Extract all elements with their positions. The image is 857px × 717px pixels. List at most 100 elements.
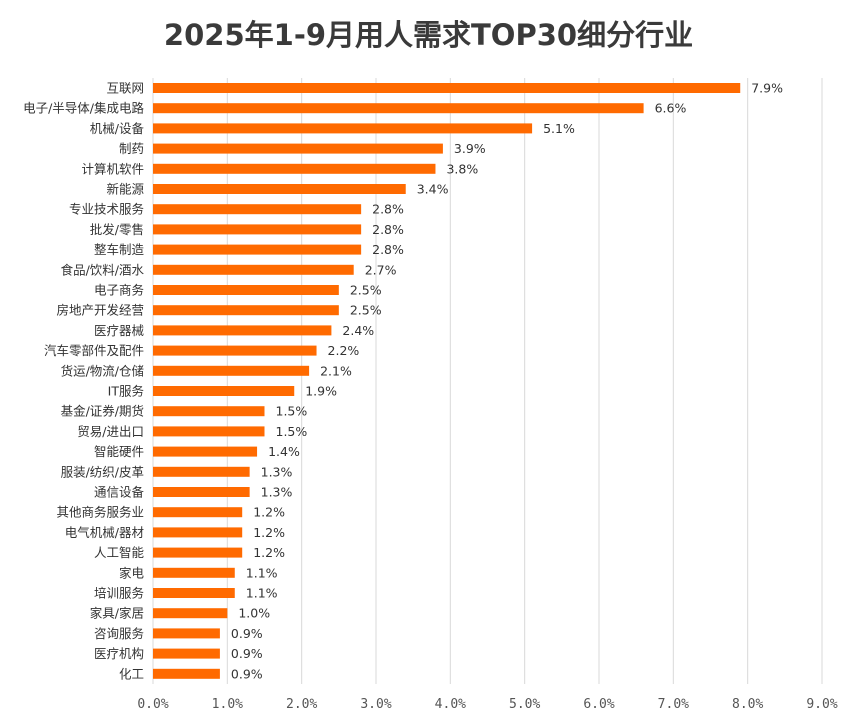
bar	[153, 285, 339, 295]
category-label: IT服务	[108, 384, 144, 399]
bar	[153, 386, 295, 396]
value-label: 2.2%	[328, 343, 360, 358]
bar	[153, 487, 250, 497]
bars	[153, 83, 741, 679]
bar	[153, 668, 220, 679]
x-tick-label: 8.0%	[732, 697, 763, 712]
bar	[153, 588, 235, 598]
bar	[153, 264, 354, 275]
value-label: 2.1%	[320, 363, 352, 378]
bar	[153, 204, 362, 215]
value-labels: 7.9% 6.6% 5.1% 3.9% 3.8% 3.4% 2.8% 2.8% 2.8% 2.7%…	[231, 81, 783, 682]
value-label: 2.8%	[372, 202, 404, 217]
bar	[153, 123, 533, 134]
bar	[153, 466, 250, 477]
bar	[153, 365, 310, 376]
bar	[153, 446, 258, 457]
category-label: 制药	[119, 141, 144, 156]
bar	[153, 648, 220, 659]
value-label: 7.9%	[751, 81, 783, 96]
value-label: 1.3%	[261, 464, 293, 479]
category-label: 家电	[119, 565, 145, 580]
category-label: 贸易/进出口	[77, 424, 144, 439]
category-label: 食品/饮料/酒水	[61, 262, 145, 277]
value-label: 0.9%	[231, 666, 263, 681]
x-tick-label: 4.0%	[435, 697, 466, 712]
category-label: 货运/物流/仓储	[61, 363, 144, 378]
bar	[153, 305, 339, 316]
x-tick-label: 3.0%	[360, 697, 391, 712]
category-label: 通信设备	[94, 485, 145, 500]
bar	[153, 345, 317, 356]
category-label: 汽车零部件及配件	[44, 343, 144, 358]
category-label: 培训服务	[94, 586, 144, 601]
value-label: 0.9%	[231, 626, 263, 641]
bar	[153, 426, 265, 437]
x-axis-tick-labels: 0.0% 1.0% 2.0% 3.0% 4.0% 5.0% 6.0% 7.0% 8.0% 9.0%	[137, 697, 837, 712]
bar	[153, 527, 243, 538]
x-tick-label: 0.0%	[137, 697, 168, 712]
category-label: 机械/设备	[90, 121, 145, 136]
x-tick-label: 7.0%	[658, 697, 689, 712]
bar	[153, 103, 644, 114]
bar	[153, 406, 265, 417]
x-tick-label: 5.0%	[509, 697, 540, 712]
category-label: 咨询服务	[94, 626, 144, 641]
value-label: 1.1%	[246, 565, 278, 580]
value-label: 1.0%	[238, 606, 270, 621]
x-tick-label: 1.0%	[212, 697, 243, 712]
x-tick-label: 9.0%	[806, 697, 837, 712]
category-label: 批发/零售	[90, 222, 144, 237]
category-label: 医疗器械	[94, 323, 145, 338]
value-label: 3.8%	[446, 161, 478, 176]
value-label: 5.1%	[543, 121, 575, 136]
bar	[153, 628, 220, 639]
category-label: 互联网	[106, 81, 144, 96]
bar	[153, 184, 406, 194]
value-label: 1.3%	[261, 485, 293, 500]
value-label: 3.4%	[417, 182, 449, 197]
bar	[153, 83, 741, 93]
value-label: 1.9%	[305, 384, 337, 399]
category-label: 基金/证券/期货	[61, 404, 144, 419]
bar	[153, 244, 362, 255]
value-label: 2.5%	[350, 283, 382, 298]
value-label: 2.4%	[342, 323, 374, 338]
category-label: 电子/半导体/集成电路	[23, 101, 144, 116]
bar	[153, 547, 243, 558]
value-label: 0.9%	[231, 646, 263, 661]
category-label: 其他商务服务业	[56, 505, 144, 520]
category-label: 化工	[119, 666, 144, 681]
category-label: 电气机械/器材	[65, 525, 144, 540]
bar	[153, 224, 362, 235]
value-label: 2.8%	[372, 222, 404, 237]
grid-lines	[152, 78, 823, 684]
value-label: 2.5%	[350, 303, 382, 318]
category-label: 专业技术服务	[69, 202, 144, 217]
value-label: 1.2%	[253, 505, 285, 520]
x-tick-label: 2.0%	[286, 697, 317, 712]
value-label: 1.2%	[253, 545, 285, 560]
bar	[153, 567, 235, 578]
x-tick-label: 6.0%	[583, 697, 614, 712]
value-label: 1.1%	[246, 586, 278, 601]
category-label: 服装/纺织/皮革	[61, 464, 144, 479]
bar	[153, 507, 243, 518]
category-label: 房地产开发经营	[56, 303, 144, 318]
category-labels: 互联网电子/半导体/集成电路机械/设备制药计算机软件新能源专业技术服务批发/零售…	[23, 81, 144, 682]
value-label: 1.5%	[276, 404, 308, 419]
category-label: 家具/家居	[90, 606, 144, 621]
category-label: 医疗机构	[94, 646, 144, 661]
value-label: 2.8%	[372, 242, 404, 257]
bar	[153, 143, 443, 154]
value-label: 1.2%	[253, 525, 285, 540]
category-label: 人工智能	[94, 545, 145, 560]
bar	[153, 163, 436, 174]
category-label: 整车制造	[94, 242, 145, 257]
value-label: 3.9%	[454, 141, 486, 156]
bar	[153, 325, 332, 336]
value-label: 1.4%	[268, 444, 300, 459]
value-label: 1.5%	[276, 424, 308, 439]
category-label: 新能源	[106, 182, 144, 197]
